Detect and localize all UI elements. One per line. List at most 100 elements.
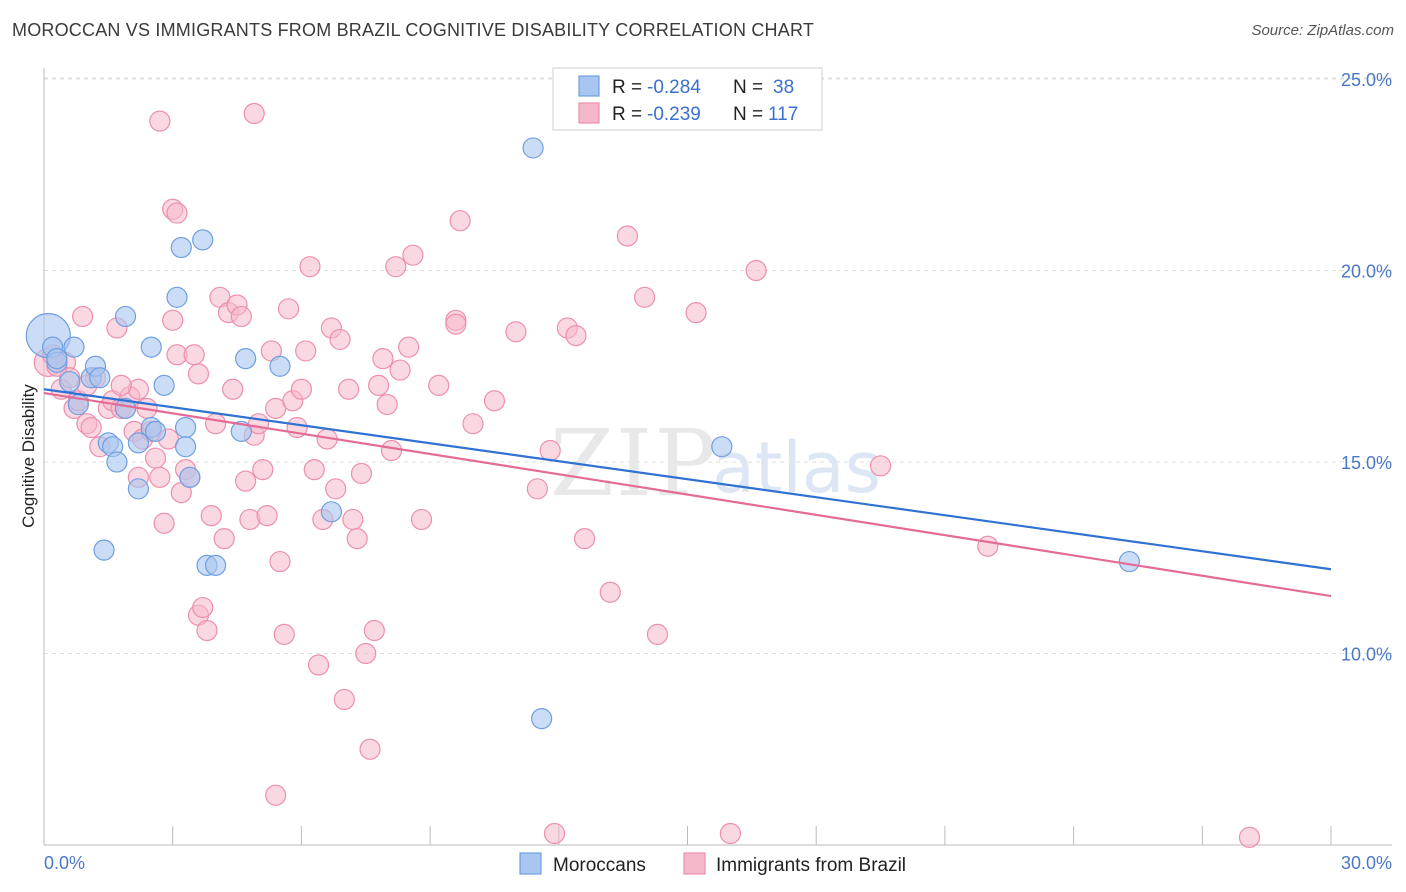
moroccan-point: [127, 478, 149, 500]
y-tick-label: 25.0%: [1341, 70, 1392, 90]
legend-bottom-brazil: Immigrants from Brazil: [716, 855, 906, 876]
moroccan-point: [106, 451, 128, 473]
brazil-point: [230, 305, 252, 328]
brazil-point: [389, 359, 411, 381]
brazil-point: [127, 378, 149, 400]
axes: [43, 68, 1392, 846]
legend-pink-r-value: -0.239: [647, 104, 701, 125]
brazil-point: [110, 374, 132, 396]
brazil-point: [445, 313, 467, 335]
brazil-point: [346, 527, 368, 550]
brazil-point: [1238, 826, 1261, 848]
moroccan-point: [179, 466, 201, 488]
brazil-point: [196, 619, 218, 642]
brazil-point: [380, 439, 403, 462]
legend-pink-r-label: R =: [612, 104, 642, 125]
brazil-point: [428, 374, 450, 396]
brazil-point: [243, 102, 265, 125]
brazil-point: [213, 527, 235, 550]
moroccan-point: [166, 286, 188, 308]
brazil-point: [80, 416, 102, 439]
series-moroccans: [25, 137, 1140, 730]
legend-blue-n-label: N =: [733, 77, 763, 98]
brazil-point: [235, 470, 257, 492]
legend-top: R = -0.284 N = 38 R = -0.239 N = 117: [552, 67, 823, 131]
legend-pink-n-label: N =: [733, 104, 763, 125]
brazil-point: [685, 302, 707, 324]
brazil-point: [72, 305, 94, 328]
y-tick-label: 20.0%: [1341, 262, 1392, 282]
tick-labels: 10.0% 15.0% 20.0% 25.0% 0.0% 30.0%: [44, 70, 1392, 873]
brazil-point: [144, 447, 167, 469]
moroccan-point: [140, 336, 162, 358]
trend-lines: [43, 388, 1332, 598]
brazil-point: [376, 393, 398, 416]
brazil-point: [539, 439, 561, 462]
brazil-point: [646, 623, 669, 645]
brazil-point: [307, 654, 330, 676]
brazil-point: [277, 298, 300, 320]
brazil-point: [200, 505, 222, 527]
moroccan-point: [269, 355, 291, 377]
series-immigrants-from-brazil: [33, 102, 1261, 848]
moroccans-trend-line: [43, 388, 1332, 571]
watermark-atlas: atlas: [712, 427, 881, 509]
moroccan-point: [114, 305, 137, 328]
legend-bottom-pink-swatch: [683, 852, 706, 875]
brazil-point: [573, 527, 596, 550]
brazil-point: [205, 413, 227, 435]
brazil-point: [977, 535, 999, 557]
brazil-point: [183, 344, 205, 366]
legend-bottom: Moroccans Immigrants from Brazil: [519, 852, 906, 876]
brazil-point: [149, 466, 171, 488]
moroccan-point: [89, 367, 111, 389]
brazil-point: [342, 508, 364, 531]
legend-blue-n-value: 38: [773, 77, 794, 98]
brazil-point: [333, 688, 355, 711]
legend-bottom-moroccans: Moroccans: [553, 855, 646, 876]
moroccan-point: [127, 432, 149, 454]
brazil-point: [187, 363, 210, 385]
legend-blue-swatch: [578, 75, 600, 97]
brazil-point: [222, 378, 244, 400]
brazil-point: [273, 623, 295, 645]
y-tick-label: 10.0%: [1341, 645, 1392, 665]
moroccan-point: [192, 229, 214, 251]
legend-blue-r-value: -0.284: [647, 77, 701, 98]
brazil-point: [299, 256, 321, 278]
moroccan-point: [320, 501, 343, 523]
brazil-trend-line: [43, 391, 1332, 598]
brazil-point: [256, 505, 278, 527]
brazil-point: [153, 512, 175, 534]
brazil-point: [398, 336, 420, 358]
x-tick-label: 30.0%: [1341, 853, 1392, 873]
brazil-point: [385, 256, 407, 278]
brazil-point: [162, 309, 184, 331]
moroccan-point: [59, 370, 81, 393]
source-label: Source: ZipAtlas.com: [1251, 22, 1394, 39]
brazil-point: [505, 321, 527, 343]
brazil-point: [869, 455, 892, 477]
brazil-point: [290, 378, 312, 400]
brazil-point: [239, 508, 261, 531]
y-axis-label: Cognitive Disability: [19, 384, 38, 528]
moroccan-point: [531, 708, 553, 730]
moroccan-point: [93, 539, 115, 561]
chart-title: MOROCCAN VS IMMIGRANTS FROM BRAZIL COGNI…: [12, 20, 815, 40]
brazil-point: [462, 413, 484, 435]
moroccan-point: [153, 374, 175, 396]
legend-pink-n-value: 117: [768, 104, 798, 125]
brazil-point: [719, 822, 742, 845]
brazil-point: [355, 642, 377, 665]
brazil-point: [616, 225, 639, 247]
legend-bottom-blue-swatch: [519, 852, 542, 875]
brazil-point: [303, 459, 325, 481]
brazil-point: [192, 596, 214, 619]
x-tick-label: 0.0%: [44, 853, 85, 873]
brazil-point: [483, 390, 506, 412]
brazil-point: [449, 210, 471, 232]
watermark: ZIP atlas: [550, 410, 881, 517]
brazil-point: [350, 462, 373, 485]
y-tick-label: 15.0%: [1341, 453, 1392, 473]
